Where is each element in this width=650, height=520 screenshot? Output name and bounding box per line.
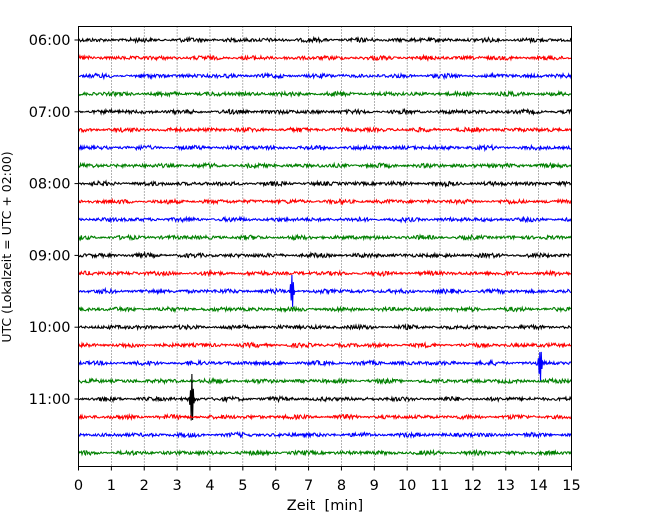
- trace-1115: [78, 412, 573, 421]
- x-tick-label: 7: [304, 478, 313, 494]
- y-tick-label: 07:00: [29, 105, 71, 121]
- x-tick-label: 13: [497, 478, 515, 494]
- trace-0615: [78, 53, 572, 62]
- x-axis-label: Zeit [min]: [287, 498, 363, 514]
- trace-0745: [78, 161, 572, 170]
- x-tick-label: 10: [398, 478, 416, 494]
- plot-frame: [78, 26, 572, 467]
- trace-1000: [78, 323, 572, 332]
- trace-0600: [78, 35, 572, 45]
- x-tick-label: 9: [370, 478, 379, 494]
- trace-0830: [78, 215, 573, 224]
- trace-group: [77, 35, 573, 457]
- trace-0915: [78, 269, 572, 278]
- trace-1015: [78, 341, 572, 350]
- x-axis-ticks: 0 1 2 3 4 5 6 7 8 9 10 11 12 13 14 15: [74, 466, 581, 494]
- y-tick-label: 08:00: [29, 177, 71, 193]
- x-tick-label: 1: [107, 478, 116, 494]
- x-tick-label: 12: [464, 478, 482, 494]
- x-tick-label: 8: [337, 478, 346, 494]
- trace-1045: [78, 376, 573, 386]
- x-tick-label: 6: [271, 478, 280, 494]
- trace-0800: [78, 179, 572, 189]
- trace-0700: [78, 107, 573, 116]
- trace-0630: [78, 71, 573, 81]
- y-tick-label: 06:00: [29, 33, 71, 49]
- y-tick-label: 09:00: [29, 248, 71, 264]
- trace-1130: [77, 430, 573, 440]
- trace-0645: [78, 89, 572, 99]
- vertical-grid: [111, 26, 539, 467]
- trace-0815: [77, 197, 572, 206]
- trace-0730: [78, 143, 572, 153]
- x-tick-label: 3: [172, 478, 181, 494]
- trace-0715: [77, 126, 572, 134]
- y-axis-label: UTC (Lokalzeit = UTC + 02:00): [0, 151, 14, 342]
- trace-0845: [77, 233, 572, 242]
- trace-1030: [78, 351, 573, 382]
- x-tick-label: 15: [562, 478, 580, 494]
- x-tick-label: 2: [140, 478, 149, 494]
- x-tick-label: 11: [431, 478, 449, 494]
- trace-1145: [77, 448, 572, 457]
- x-tick-label: 14: [529, 478, 547, 494]
- x-tick-label: 5: [238, 478, 247, 494]
- y-tick-label: 10:00: [29, 320, 71, 336]
- trace-0900: [77, 250, 572, 260]
- x-tick-label: 4: [205, 478, 214, 494]
- trace-0945: [78, 305, 572, 314]
- y-tick-label: 11:00: [29, 392, 71, 408]
- x-tick-label: 0: [74, 478, 83, 494]
- trace-0930: [78, 274, 572, 307]
- y-axis-ticks: 06:00 07:00 08:00 09:00 10:00 11:00: [29, 33, 79, 408]
- trace-1100: [78, 373, 573, 421]
